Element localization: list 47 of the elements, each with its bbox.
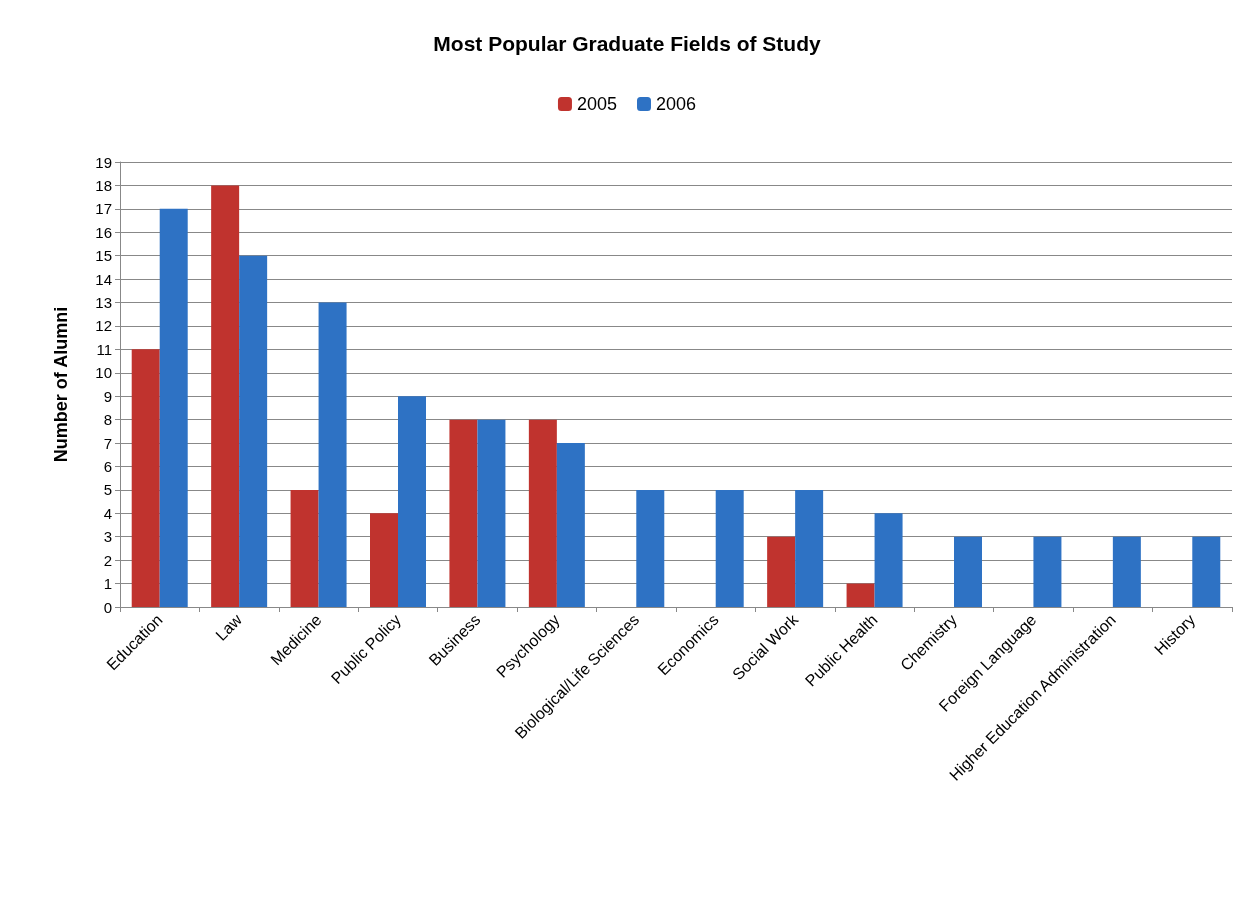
y-tick-label: 3 [103,528,112,546]
bar [290,489,319,607]
y-tick-label: 11 [96,340,112,358]
y-tick-label: 8 [103,411,112,429]
bar [239,255,268,607]
bar [1033,536,1062,607]
bar [449,419,478,607]
y-tick-label: 2 [103,551,112,569]
y-tick-label: 12 [95,317,112,335]
y-tick-label: 1 [103,575,112,593]
y-tick-label: 19 [95,153,112,171]
bar [528,419,557,607]
bar [211,185,240,607]
y-tick-label: 13 [95,294,112,312]
y-tick-label: 5 [103,481,112,499]
y-tick-label: 4 [103,504,112,522]
bar [477,419,506,607]
bar [874,513,903,607]
bar [556,443,585,607]
y-tick-label: 9 [103,387,112,405]
y-tick-label: 18 [95,176,112,194]
legend-label: 2005 [576,94,617,114]
bar [636,489,665,607]
y-tick-label: 7 [103,434,112,452]
bar [131,349,160,607]
y-tick-label: 10 [95,364,112,382]
y-tick-label: 17 [95,200,112,218]
bar [318,302,347,607]
y-tick-label: 15 [95,247,112,265]
y-tick-label: 6 [103,457,112,475]
y-tick-label: 14 [95,270,112,288]
bar [1112,536,1141,607]
bar [954,536,982,607]
y-tick-label: 0 [103,598,112,616]
bar [1192,536,1221,607]
bar [159,208,188,607]
x-tick-label: Law [212,610,246,644]
chart-title: Most Popular Graduate Fields of Study [433,32,822,55]
bar [767,536,796,607]
bar [846,583,875,607]
bar [715,489,744,607]
y-tick-label: 16 [95,223,112,241]
y-axis-title: Number of Alumni [51,306,71,463]
bar [398,396,426,607]
bar [370,513,398,607]
bar [795,489,824,607]
legend-label: 2006 [656,94,697,114]
